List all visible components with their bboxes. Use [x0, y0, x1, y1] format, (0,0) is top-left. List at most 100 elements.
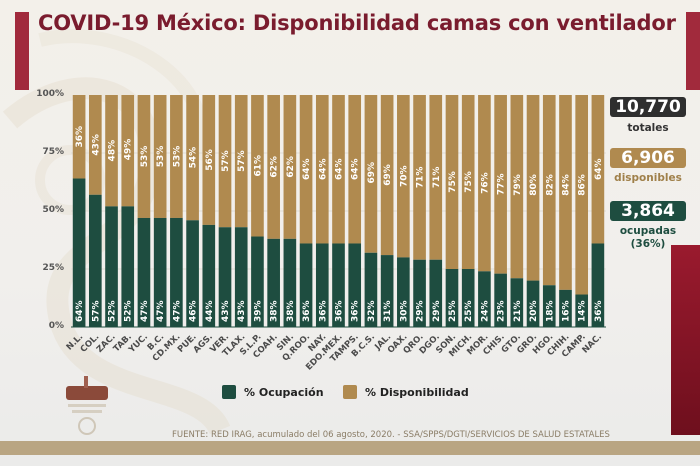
bar-occupancy-sin — [283, 238, 297, 327]
bar-occupancy-qroo — [299, 243, 313, 327]
bar-availability-mich — [461, 95, 475, 269]
bar-availability-chis — [494, 95, 507, 274]
occupied-beds-value: 3,864 — [610, 201, 686, 221]
bar-occupancy-ver — [218, 227, 232, 327]
bar-availability-pue — [186, 95, 199, 221]
data-label-occupancy: 18% — [545, 300, 555, 322]
total-beds-value: 10,770 — [610, 97, 686, 117]
bar-availability-coah — [267, 95, 280, 239]
data-label-occupancy: 24% — [480, 300, 490, 322]
bar-occupancy-nay — [315, 243, 329, 327]
data-label-availability: 64% — [302, 158, 312, 180]
data-label-occupancy: 64% — [75, 300, 85, 322]
bar-occupancy-nac — [591, 243, 605, 327]
right-accent-bar — [686, 12, 700, 90]
page-title: COVID-19 México: Disponibilidad camas co… — [38, 11, 676, 35]
bar-availability-dgo — [429, 95, 443, 260]
data-label-occupancy: 52% — [124, 300, 134, 322]
data-label-occupancy: 21% — [513, 300, 523, 322]
bar-occupancy-cdmx — [170, 217, 183, 327]
bar-occupancy-tamps — [348, 243, 362, 327]
data-label-availability: 62% — [286, 156, 296, 178]
bar-availability-tlax — [234, 95, 248, 228]
bar-availability-bc — [153, 95, 167, 218]
bar-availability-gto — [510, 95, 524, 279]
bar-availability-tamps — [348, 95, 362, 244]
legend-availability: % Disponibilidad — [343, 385, 469, 399]
available-beds-value: 6,906 — [610, 148, 686, 168]
bar-occupancy-hgo — [542, 285, 556, 327]
data-label-occupancy: 31% — [383, 300, 393, 322]
data-label-availability: 69% — [383, 164, 393, 186]
bar-availability-gro — [526, 95, 540, 281]
data-label-availability: 54% — [189, 147, 199, 169]
data-label-occupancy: 25% — [448, 300, 458, 322]
bar-availability-mor — [478, 95, 491, 272]
data-label-occupancy: 38% — [286, 300, 296, 322]
bar-occupancy-mor — [478, 271, 491, 327]
data-label-availability: 69% — [367, 162, 377, 184]
legend-label-occupancy: % Ocupación — [244, 385, 324, 399]
bar-availability-nay — [315, 95, 329, 244]
data-label-availability: 71% — [416, 167, 426, 189]
data-label-availability: 82% — [545, 174, 555, 196]
bar-occupancy-chis — [494, 273, 507, 327]
data-label-occupancy: 16% — [561, 300, 571, 322]
data-label-availability: 36% — [75, 126, 85, 148]
data-label-occupancy: 43% — [237, 300, 247, 322]
bar-availability-ver — [218, 95, 232, 228]
legend-swatch-occupancy — [222, 385, 236, 399]
data-label-availability: 53% — [172, 146, 182, 168]
bar-occupancy-bcs — [364, 252, 378, 327]
bar-availability-chih — [559, 95, 572, 290]
bar-availability-nac — [591, 95, 605, 244]
bar-occupancy-zac — [105, 206, 118, 327]
data-label-occupancy: 32% — [367, 300, 377, 322]
data-label-occupancy: 30% — [399, 300, 409, 322]
data-label-occupancy: 25% — [464, 300, 474, 322]
data-label-availability: 80% — [529, 174, 539, 196]
data-label-occupancy: 46% — [189, 300, 199, 322]
bar-occupancy-nl — [72, 178, 86, 327]
data-label-availability: 75% — [448, 171, 458, 193]
data-label-occupancy: 57% — [91, 300, 101, 322]
y-tick-25: 25% — [42, 263, 64, 273]
bar-availability-oax — [397, 95, 410, 258]
data-label-availability: 61% — [253, 155, 263, 177]
data-label-occupancy: 14% — [578, 300, 588, 322]
data-label-availability: 86% — [578, 174, 588, 196]
bar-occupancy-tab — [121, 206, 135, 327]
data-label-availability: 62% — [270, 156, 280, 178]
legend-swatch-availability — [343, 385, 357, 399]
data-label-availability: 64% — [318, 158, 328, 180]
data-label-occupancy: 36% — [335, 300, 345, 322]
bar-availability-ags — [202, 95, 216, 225]
bar-availability-qroo — [299, 95, 313, 244]
data-label-availability: 53% — [140, 146, 150, 168]
data-label-availability: 76% — [480, 172, 490, 194]
occupied-beds-percent: (36%) — [630, 238, 666, 250]
legend-label-availability: % Disponibilidad — [365, 385, 469, 399]
bar-availability-jal — [380, 95, 394, 256]
bar-occupancy-tlax — [234, 227, 248, 327]
bar-occupancy-camp — [575, 294, 589, 327]
bar-occupancy-gto — [510, 278, 524, 327]
bar-occupancy-ags — [202, 224, 216, 327]
data-label-availability: 57% — [221, 150, 231, 172]
data-label-occupancy: 36% — [351, 300, 361, 322]
data-label-availability: 43% — [91, 134, 101, 156]
bar-occupancy-slp — [251, 236, 264, 327]
data-label-availability: 64% — [594, 158, 604, 180]
bar-occupancy-qro — [413, 259, 426, 327]
bottom-band — [0, 441, 700, 455]
data-label-availability: 70% — [399, 165, 409, 187]
bar-availability-sin — [283, 95, 297, 239]
total-beds-label: totales — [627, 122, 669, 134]
data-label-availability: 56% — [205, 149, 215, 171]
bar-availability-col — [88, 95, 102, 195]
data-label-occupancy: 29% — [416, 300, 426, 322]
bar-availability-nl — [72, 95, 86, 179]
bar-occupancy-oax — [397, 257, 410, 327]
source-note: FUENTE: RED IRAG, acumulado del 06 agost… — [172, 430, 610, 440]
